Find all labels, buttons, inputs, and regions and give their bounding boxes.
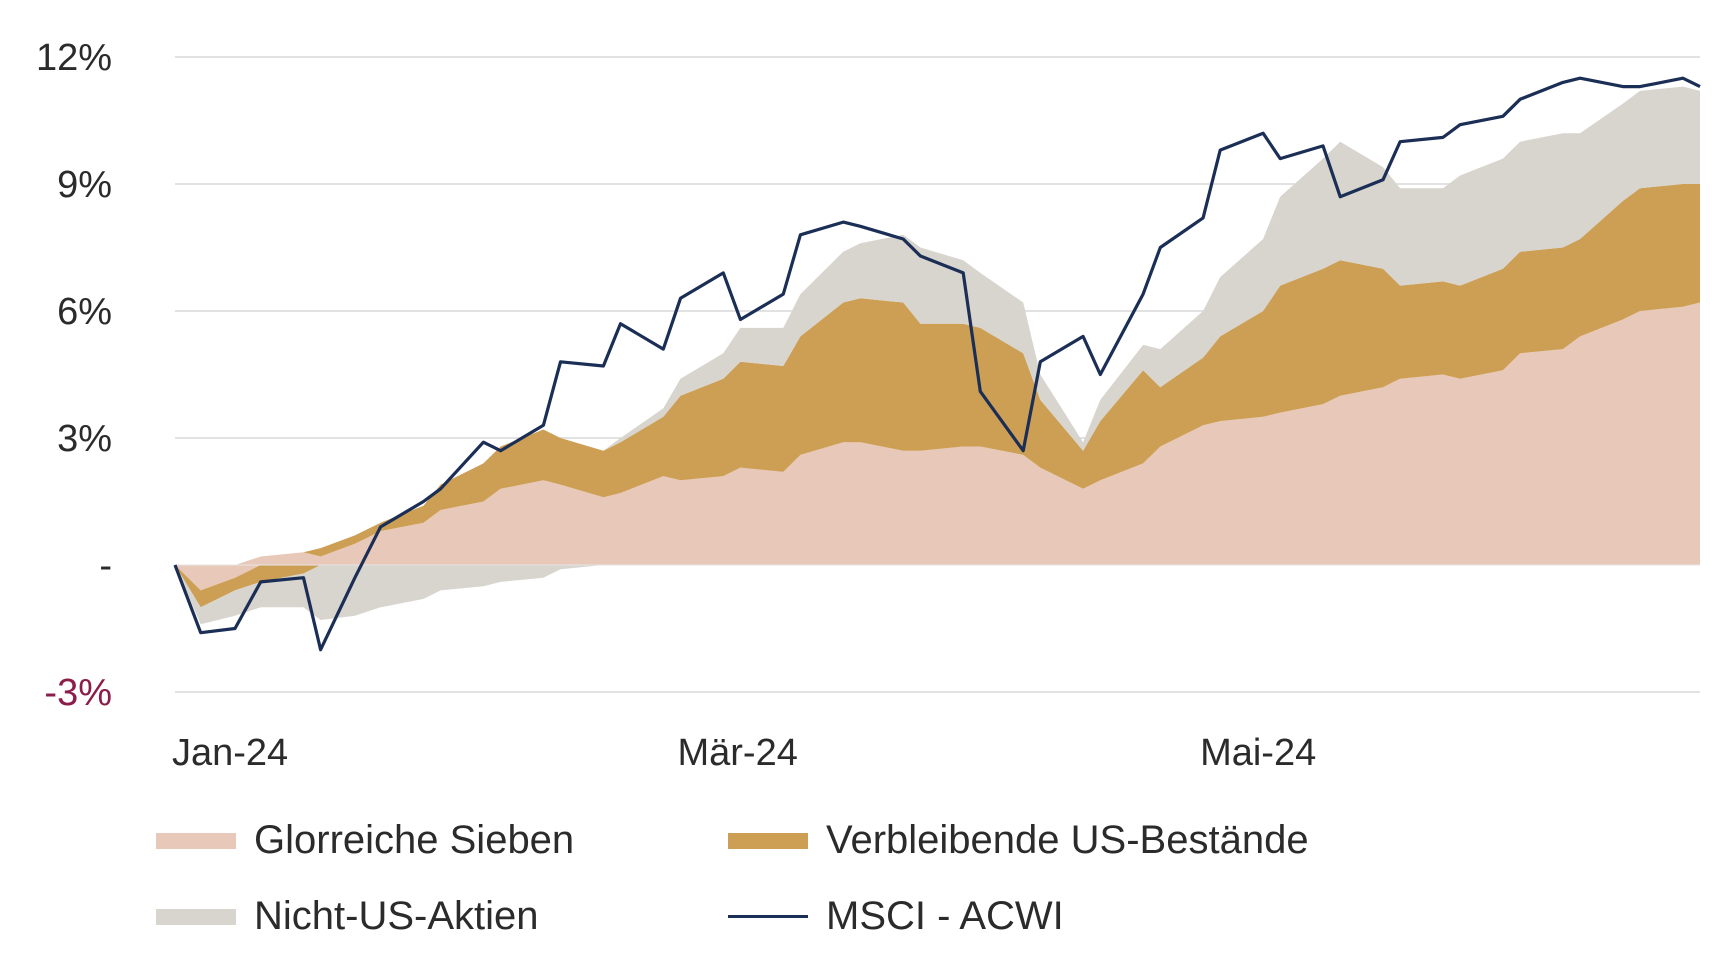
area-nicht-us-aktien-negative [175, 565, 1700, 625]
area-nicht-us-aktien-positive [175, 86, 1700, 565]
y-axis-ticks: 12% 9% 6% 3% - -3% [36, 37, 112, 714]
area-verbleibende-us-best-nde-positive [175, 184, 1700, 565]
y-tick-label: 9% [57, 164, 112, 206]
y-tick-label: 12% [36, 37, 112, 79]
x-tick-label: Mai-24 [1200, 732, 1316, 774]
stacked-areas [175, 86, 1700, 625]
x-tick-label: Mär-24 [677, 732, 797, 774]
y-tick-label: 6% [57, 291, 112, 333]
x-axis-ticks: Jan-24 Mär-24 Mai-24 [172, 732, 1316, 774]
msci-line [173, 76, 1701, 652]
x-tick-label: Jan-24 [172, 732, 288, 774]
y-tick-label: - [99, 545, 112, 587]
y-tick-label: 3% [57, 418, 112, 460]
y-tick-label: -3% [44, 672, 112, 714]
line-msci-acwi [173, 76, 1701, 652]
area-glorreiche-sieben-positive [175, 302, 1700, 565]
